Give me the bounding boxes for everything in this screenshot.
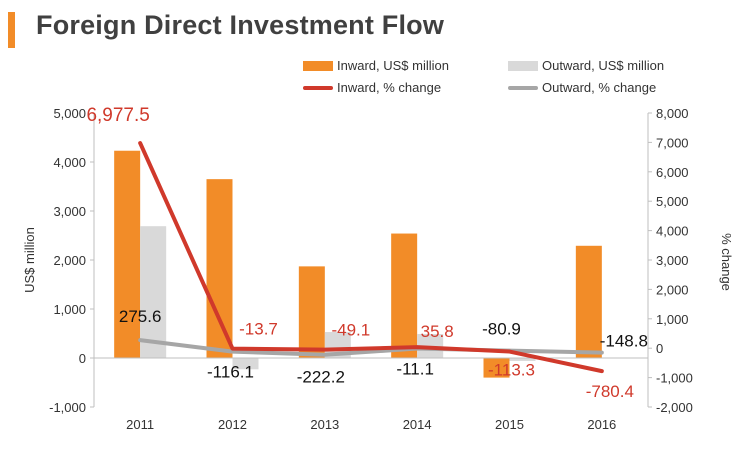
plot-area: -1,000 0 1,000 2,000 3,000 4,000 5,000 -2,000 -1… xyxy=(49,105,693,432)
legend-inward-bar: Inward, US$ million xyxy=(303,58,449,73)
y2-tick-label: 6,000 xyxy=(656,165,689,180)
x-tick-label: 2013 xyxy=(310,417,339,432)
y2-tick-label: 0 xyxy=(656,341,663,356)
outward-change-label: 275.6 xyxy=(119,307,162,326)
y-tick-label: 5,000 xyxy=(53,106,86,121)
inward-bar-2012 xyxy=(206,179,233,358)
legend-outward-bar: Outward, US$ million xyxy=(508,58,664,73)
legend-outward-line-swatch xyxy=(508,85,538,90)
x-tick-label: 2012 xyxy=(218,417,247,432)
inward-change-line xyxy=(138,141,604,374)
y2-tick-label: 7,000 xyxy=(656,135,689,150)
y-axis-label: US$ million xyxy=(22,227,37,293)
y-tick-label: 3,000 xyxy=(53,204,86,219)
outward-change-label: -11.1 xyxy=(396,360,434,379)
x-tick-label: 2015 xyxy=(495,417,524,432)
legend-inward-line: Inward, % change xyxy=(303,80,441,95)
inward-change-label: 6,977.5 xyxy=(86,105,149,126)
inward-change-label: -113.3 xyxy=(488,361,535,380)
inward-bar-2015 xyxy=(483,358,510,378)
inward-bar-2016 xyxy=(575,245,602,358)
y2-tick-label: -2,000 xyxy=(656,400,693,415)
y2-tick-label: 2,000 xyxy=(656,282,689,297)
y-tick-label: 4,000 xyxy=(53,155,86,170)
y-tick-label: 0 xyxy=(79,351,86,366)
x-tick-label: 2011 xyxy=(126,417,154,432)
y-tick-label: -1,000 xyxy=(49,400,86,415)
y2-tick-label: 5,000 xyxy=(656,194,689,209)
y2-tick-label: 1,000 xyxy=(656,312,689,327)
title-accent-bar xyxy=(8,12,15,48)
x-tick-label: 2016 xyxy=(587,417,616,432)
y2-tick-label: 3,000 xyxy=(656,253,689,268)
outward-change-label: -222.2 xyxy=(297,368,345,387)
y2-tick-label: 4,000 xyxy=(656,224,689,239)
legend-outward-bar-swatch xyxy=(508,60,538,71)
y2-tick-label: 8,000 xyxy=(656,106,689,121)
outward-bar-2012 xyxy=(232,358,259,370)
outward-change-label: -80.9 xyxy=(482,320,521,339)
outward-bar-2011 xyxy=(140,226,167,358)
outward-bar-2015 xyxy=(509,358,536,361)
legend-inward-bar-swatch xyxy=(303,60,333,71)
legend-outward-bar-label: Outward, US$ million xyxy=(542,58,665,73)
inward-change-label: 35.8 xyxy=(421,322,454,341)
y2-tick-label: -1,000 xyxy=(656,371,693,386)
inward-bar-2013 xyxy=(298,266,325,358)
legend-outward-line-label: Outward, % change xyxy=(542,80,657,95)
y2-axis-label: % change xyxy=(719,233,734,291)
x-tick-label: 2014 xyxy=(403,417,432,432)
legend-outward-line: Outward, % change xyxy=(508,80,656,95)
outward-change-line xyxy=(138,338,604,357)
legend-inward-line-swatch xyxy=(303,85,333,90)
inward-bar-2014 xyxy=(391,233,418,358)
legend-inward-line-label: Inward, % change xyxy=(337,80,442,95)
inward-change-label: -49.1 xyxy=(331,321,370,340)
outward-change-label: -148.8 xyxy=(600,332,648,351)
inward-bar-2011 xyxy=(114,150,141,358)
inward-change-label: -13.7 xyxy=(239,320,278,339)
y-tick-label: 1,000 xyxy=(53,302,86,317)
inward-change-label: -780.4 xyxy=(586,382,634,401)
legend-inward-bar-label: Inward, US$ million xyxy=(337,58,449,73)
chart-title: Foreign Direct Investment Flow xyxy=(36,10,445,40)
outward-change-label: -116.1 xyxy=(207,363,254,382)
y-tick-label: 2,000 xyxy=(53,253,86,268)
